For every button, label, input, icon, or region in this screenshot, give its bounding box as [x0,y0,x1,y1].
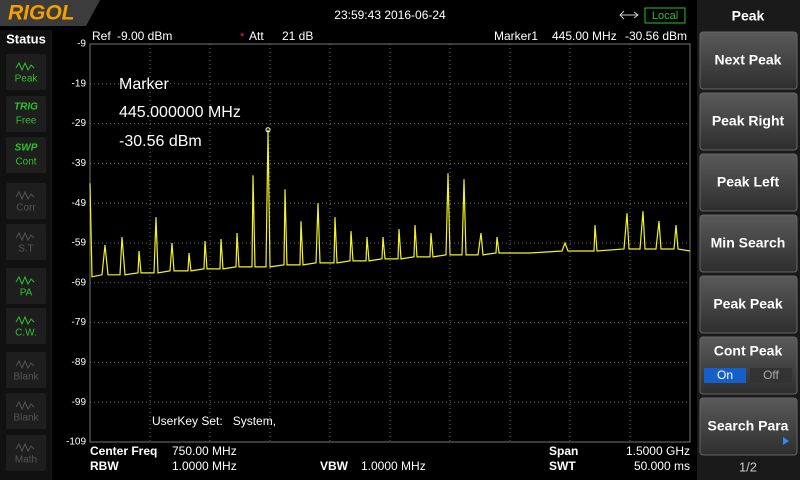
status-label: Corr [16,203,36,214]
mode: Local [652,10,678,22]
status-icon [15,315,35,326]
status-title: Status [6,31,46,46]
status-slot [6,224,46,260]
status-icon [15,400,35,411]
marker-annotation-freq: 445.000000 MHz [119,104,241,121]
span-label: Span [549,444,578,458]
span-value: 1.5000 GHz [626,444,690,458]
menu-button-label: Peak Right [712,113,785,129]
marker-level: -30.56 dBm [625,29,687,43]
rbw-label: RBW [90,459,119,473]
status-slot [6,183,46,219]
status-slot [6,352,46,388]
status-label: Blank [13,413,39,424]
status-label: Peak [15,74,39,85]
y-tick-label: -69 [72,277,87,288]
y-tick-label: -39 [72,158,87,169]
y-tick-label: -79 [72,317,87,328]
menu-button[interactable] [699,397,798,456]
top-bar [0,0,697,30]
menu-button-label: Cont Peak [714,343,783,359]
toggle-on: On [717,368,733,382]
menu-button[interactable] [699,214,798,273]
att-value: 21 dB [282,29,313,43]
submenu-arrow [783,437,789,445]
status-icon [15,275,35,286]
y-tick-label: -29 [72,118,87,129]
menu-button-label: Peak Peak [713,296,782,312]
menu-button[interactable] [699,31,798,90]
ref-value: -9.00 dBm [117,29,172,43]
status-label: S.T [18,244,34,255]
status-items: Peak TRIG Free SWP Cont Corr S.T PA C.W. Blank Bla… [6,54,46,471]
marker-freq: 445.00 MHz [552,29,617,43]
rbw-value: 1.0000 MHz [172,459,237,473]
usb-icon [619,10,639,20]
marker-annotation-level: -30.56 dBm [119,133,202,150]
center-label: Center Freq [90,444,157,458]
peak-marker [265,127,271,133]
status-label: Blank [13,372,39,383]
status-label: Free [16,116,37,127]
y-tick-label: -109 [66,437,86,448]
menu-button-label: Min Search [711,235,786,251]
toggle-off-bg[interactable] [750,368,792,383]
att-star: * [240,31,245,43]
status-slot [6,393,46,429]
ref-label: Ref [92,29,111,43]
userkey: UserKey Set: System, [152,414,276,428]
status-label: Cont [15,157,36,168]
status-slot [6,435,46,471]
menu-button[interactable] [699,153,798,212]
y-tick-label: -19 [72,78,87,89]
swt-value: 50.000 ms [634,459,690,473]
status-label: C.W. [15,328,37,339]
menu-button[interactable] [699,92,798,151]
plot [89,43,691,443]
toggle-off: Off [763,368,779,382]
status-icon [15,190,35,201]
trace [89,129,691,278]
marker-annotation-title: Marker [119,76,169,93]
y-tick-label: -49 [72,198,87,209]
logo: RIGOL [8,2,75,25]
menu-button-label: Peak Left [717,174,780,190]
y-tick-label: -89 [72,357,87,368]
menu-page: 1/2 [739,459,757,474]
logo-bg [0,0,100,26]
toggle-on-bg[interactable] [704,368,746,383]
menu-items: Next Peak Peak Right Peak Left Min Search Pe… [699,31,798,456]
status-slot [6,96,46,132]
menu-button[interactable] [699,275,798,334]
mode-box [644,7,686,24]
menu-button-label: Search Para [708,418,789,434]
vbw-label: VBW [320,459,349,473]
vbw-value: 1.0000 MHz [361,459,426,473]
status-icon [15,61,35,72]
status-top: SWP [15,143,38,154]
status-label: PA [20,288,33,299]
status-label: Math [15,455,37,466]
att-label: Att [249,29,264,43]
marker-label: Marker1 [494,29,538,43]
datetime: 23:59:43 2016-06-24 [334,8,446,22]
swt-label: SWT [549,459,576,473]
y-tick-label: -59 [72,238,87,249]
status-slot [6,268,46,304]
status-slot [6,308,46,344]
y-tick-label: -99 [72,397,87,408]
status-slot [6,137,46,173]
status-icon [15,442,35,453]
y-tick-label: -9 [77,39,86,50]
status-top: TRIG [14,102,38,113]
menu-title: Peak [732,8,765,24]
status-icon [15,231,35,242]
center-value: 750.00 MHz [172,444,237,458]
status-slot [6,54,46,90]
status-icon [15,359,35,370]
menu-button-label: Next Peak [715,52,782,68]
